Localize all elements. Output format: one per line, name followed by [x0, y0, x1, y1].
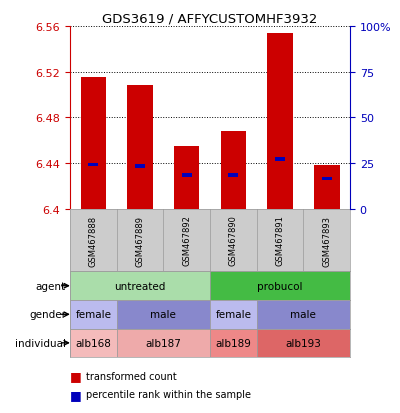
Bar — [314, 166, 340, 209]
Bar — [135, 165, 145, 168]
Text: alb193: alb193 — [285, 338, 321, 348]
Text: ■: ■ — [70, 369, 82, 382]
Bar — [322, 177, 332, 180]
Bar — [267, 34, 293, 209]
Text: GSM467890: GSM467890 — [229, 215, 238, 266]
Text: alb168: alb168 — [75, 338, 111, 348]
Text: untreated: untreated — [114, 281, 166, 291]
Text: female: female — [215, 309, 251, 320]
Text: probucol: probucol — [257, 281, 303, 291]
Bar — [257, 300, 350, 329]
Bar — [210, 272, 350, 300]
Text: alb189: alb189 — [215, 338, 251, 348]
Bar — [70, 272, 210, 300]
Text: female: female — [75, 309, 111, 320]
Text: agent: agent — [36, 281, 66, 291]
Bar — [117, 300, 210, 329]
Text: GSM467891: GSM467891 — [276, 215, 284, 266]
Text: individual: individual — [15, 338, 66, 348]
Text: ■: ■ — [70, 388, 82, 401]
Bar — [70, 329, 117, 357]
Text: percentile rank within the sample: percentile rank within the sample — [86, 389, 251, 399]
Text: male: male — [290, 309, 316, 320]
Text: GSM467892: GSM467892 — [182, 215, 191, 266]
Bar — [174, 147, 200, 209]
Bar — [257, 329, 350, 357]
Bar — [80, 78, 106, 209]
Bar — [228, 174, 238, 177]
Bar — [117, 329, 210, 357]
Text: male: male — [150, 309, 176, 320]
Bar — [88, 164, 98, 167]
Bar — [182, 174, 192, 177]
Text: transformed count: transformed count — [86, 371, 177, 381]
Bar — [220, 132, 246, 209]
Bar — [210, 300, 257, 329]
Title: GDS3619 / AFFYCUSTOMHF3932: GDS3619 / AFFYCUSTOMHF3932 — [102, 13, 318, 26]
Bar — [70, 300, 117, 329]
Text: alb187: alb187 — [145, 338, 181, 348]
Text: GSM467893: GSM467893 — [322, 215, 331, 266]
Text: GSM467888: GSM467888 — [89, 215, 98, 266]
Bar — [210, 329, 257, 357]
Bar — [275, 158, 285, 161]
Bar — [127, 86, 153, 209]
Text: GSM467889: GSM467889 — [136, 215, 144, 266]
Text: gender: gender — [29, 309, 66, 320]
